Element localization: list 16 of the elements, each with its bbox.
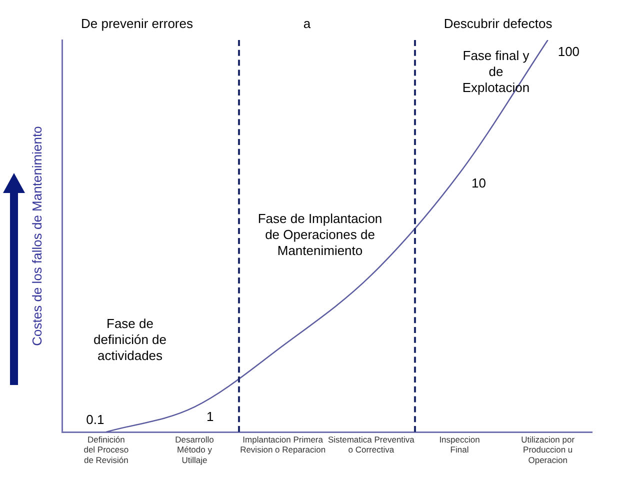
- x-tick-label: Sistematica Preventiva o Correctiva: [328, 434, 415, 455]
- annotation: Fase de Implantacion de Operaciones de Mantenimiento: [258, 211, 382, 258]
- annotation: 100: [558, 44, 580, 60]
- text: De prevenir errores: [81, 16, 194, 32]
- y-axis-title: Costes de los fallos de Mantenimiento: [29, 126, 44, 346]
- x-tick-label: Desarrollo Método y Utillaje: [175, 434, 214, 465]
- annotation: Fase de definición de actividades: [94, 316, 166, 364]
- text: Descubrir defectos: [444, 16, 553, 32]
- x-tick-label: Definición del Proceso de Revisión: [84, 434, 129, 465]
- x-tick-label: Utilizacion por Produccion u Operacion: [521, 434, 575, 465]
- text: a: [303, 16, 312, 32]
- x-tick-label: Inspeccion Final: [439, 434, 480, 455]
- annotation: 0.1: [86, 412, 104, 428]
- x-tick-label: Implantacion Primera Revision o Reparacion: [240, 434, 326, 455]
- annotation: 10: [472, 175, 486, 190]
- annotation: 1: [206, 408, 214, 424]
